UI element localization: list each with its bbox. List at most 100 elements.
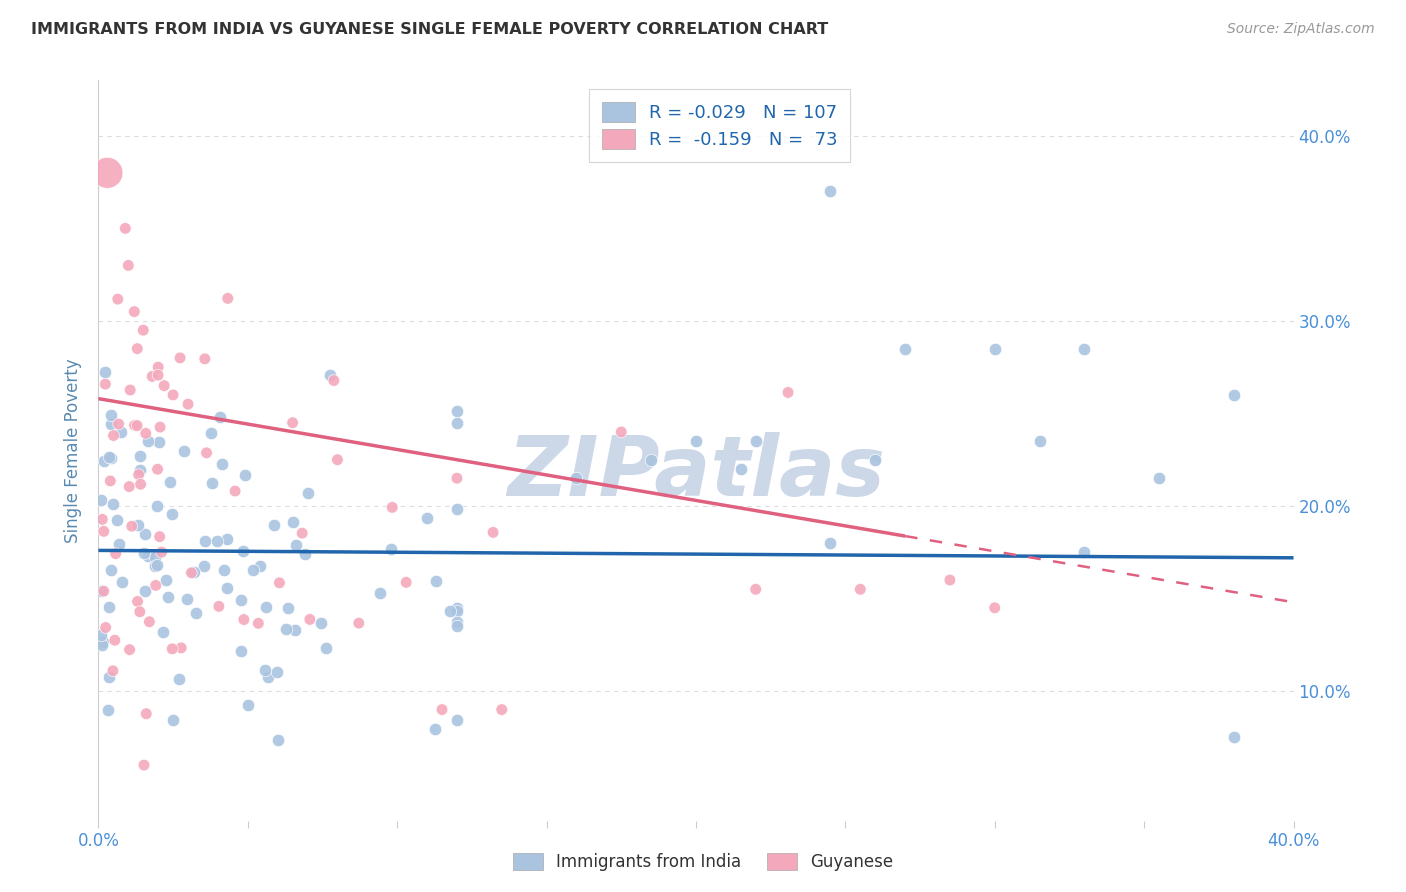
- Point: [155, 573, 177, 587]
- Point: [249, 559, 271, 574]
- Point: [368, 586, 391, 600]
- Point: [129, 449, 152, 463]
- Point: [254, 664, 277, 678]
- Point: [90, 628, 112, 642]
- Point: [146, 462, 169, 476]
- Point: [297, 486, 319, 500]
- Point: [107, 537, 129, 551]
- Point: [309, 615, 332, 630]
- Point: [194, 534, 217, 549]
- Point: [380, 542, 402, 557]
- Point: [176, 591, 198, 606]
- Point: [149, 530, 172, 544]
- Point: [224, 484, 246, 499]
- Point: [93, 524, 115, 539]
- Point: [148, 435, 170, 450]
- Point: [145, 578, 167, 592]
- Point: [446, 713, 468, 727]
- Point: [184, 607, 207, 621]
- Point: [118, 479, 141, 493]
- Point: [820, 185, 842, 199]
- Point: [98, 474, 121, 488]
- Point: [138, 615, 160, 629]
- Point: [745, 582, 768, 597]
- Point: [129, 477, 152, 491]
- Point: [162, 713, 184, 727]
- Point: [195, 446, 218, 460]
- Point: [103, 497, 125, 511]
- Point: [127, 517, 149, 532]
- Point: [446, 601, 468, 615]
- Point: [124, 418, 146, 433]
- Point: [298, 612, 321, 626]
- Point: [127, 418, 149, 433]
- Point: [446, 502, 468, 516]
- Point: [326, 452, 349, 467]
- Point: [984, 342, 1007, 356]
- Point: [173, 444, 195, 458]
- Point: [274, 622, 297, 636]
- Point: [685, 434, 707, 449]
- Point: [294, 547, 316, 561]
- Text: Source: ZipAtlas.com: Source: ZipAtlas.com: [1227, 22, 1375, 37]
- Point: [100, 450, 122, 465]
- Point: [97, 450, 120, 465]
- Point: [127, 594, 149, 608]
- Point: [820, 536, 842, 550]
- Point: [894, 342, 917, 356]
- Point: [291, 526, 314, 541]
- Point: [201, 475, 224, 490]
- Point: [110, 425, 132, 440]
- Point: [104, 633, 127, 648]
- Point: [143, 549, 166, 564]
- Point: [1223, 731, 1246, 745]
- Point: [849, 582, 872, 597]
- Point: [134, 527, 156, 541]
- Point: [482, 525, 505, 540]
- Point: [446, 471, 468, 485]
- Point: [149, 420, 172, 434]
- Text: IMMIGRANTS FROM INDIA VS GUYANESE SINGLE FEMALE POVERTY CORRELATION CHART: IMMIGRANTS FROM INDIA VS GUYANESE SINGLE…: [31, 22, 828, 37]
- Point: [127, 342, 149, 356]
- Point: [91, 635, 114, 649]
- Point: [136, 434, 159, 449]
- Point: [145, 499, 167, 513]
- Point: [104, 547, 127, 561]
- Point: [745, 434, 768, 449]
- Point: [423, 722, 446, 736]
- Point: [128, 605, 150, 619]
- Point: [128, 467, 150, 482]
- Point: [229, 593, 252, 607]
- Point: [491, 703, 513, 717]
- Point: [1073, 545, 1095, 559]
- Point: [347, 616, 370, 631]
- Text: ZIPatlas: ZIPatlas: [508, 432, 884, 513]
- Point: [97, 599, 120, 614]
- Point: [157, 590, 180, 604]
- Point: [96, 166, 118, 180]
- Point: [446, 619, 468, 633]
- Point: [439, 603, 461, 617]
- Point: [730, 462, 752, 476]
- Point: [565, 471, 588, 485]
- Point: [98, 670, 121, 684]
- Point: [267, 733, 290, 747]
- Point: [242, 562, 264, 576]
- Point: [124, 304, 146, 318]
- Point: [194, 351, 217, 366]
- Point: [93, 584, 115, 599]
- Point: [141, 369, 163, 384]
- Point: [269, 575, 291, 590]
- Point: [177, 397, 200, 411]
- Point: [446, 416, 468, 430]
- Point: [205, 533, 228, 548]
- Point: [135, 706, 157, 721]
- Point: [145, 558, 167, 572]
- Point: [90, 583, 112, 598]
- Point: [232, 544, 254, 558]
- Point: [136, 549, 159, 563]
- Point: [152, 624, 174, 639]
- Point: [1073, 342, 1095, 356]
- Point: [266, 665, 288, 680]
- Point: [146, 368, 169, 383]
